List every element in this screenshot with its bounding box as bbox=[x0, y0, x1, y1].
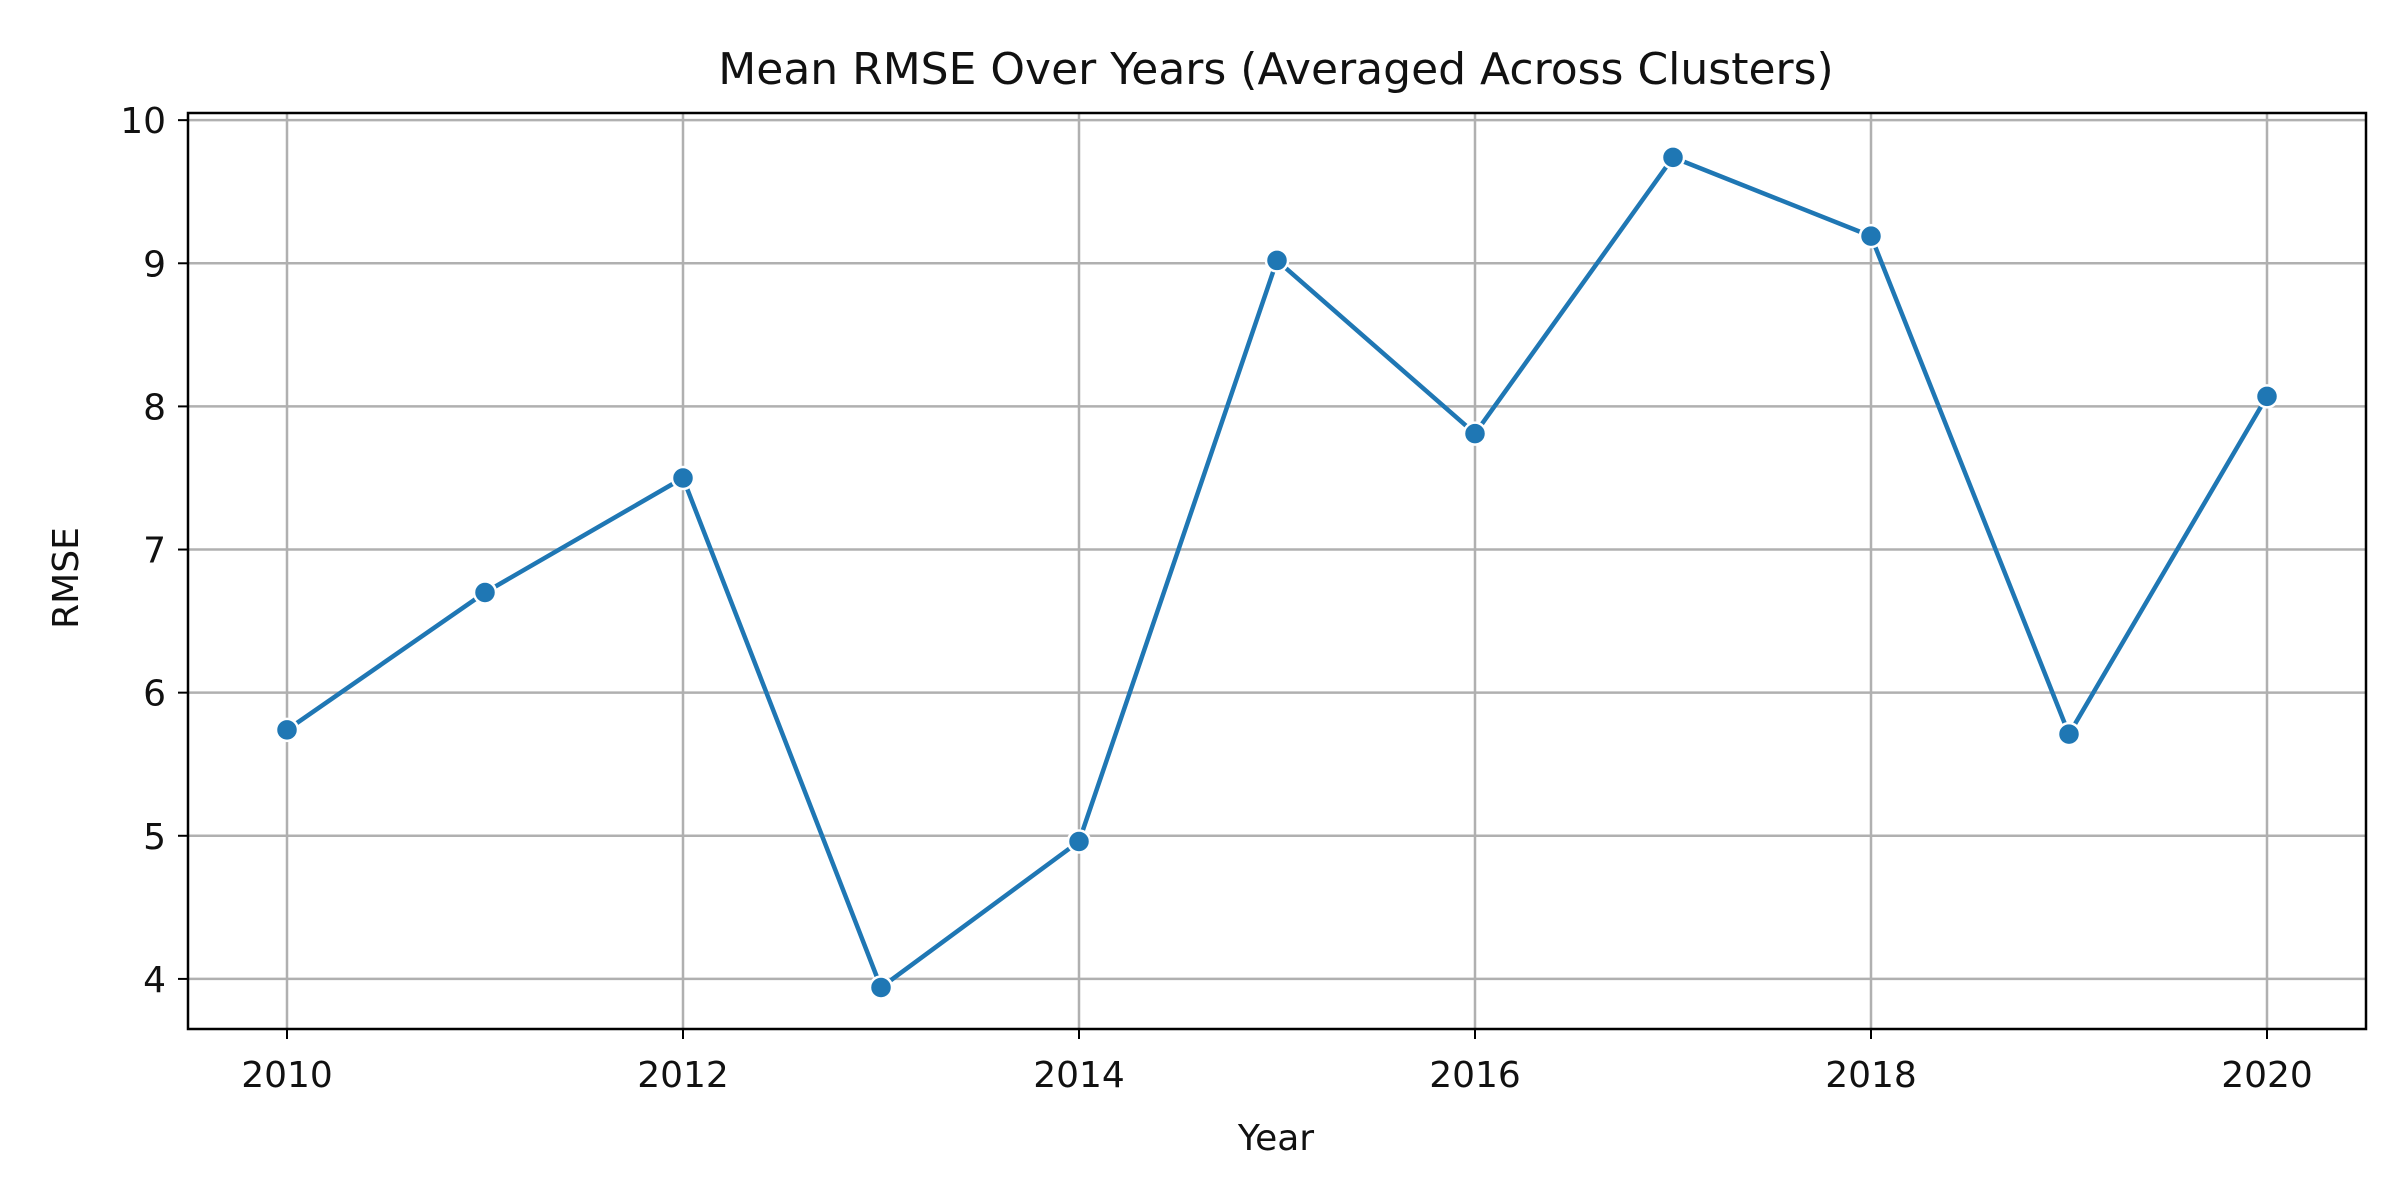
y-tick-label: 10 bbox=[120, 101, 166, 142]
data-point bbox=[1660, 145, 1686, 170]
y-tick-label: 5 bbox=[143, 817, 166, 858]
series-layer bbox=[274, 145, 2280, 1000]
data-point bbox=[2254, 384, 2280, 409]
y-tick-label: 8 bbox=[143, 387, 166, 428]
x-tick-label: 2020 bbox=[2221, 1055, 2313, 1096]
data-point bbox=[868, 975, 894, 1000]
y-tick-label: 4 bbox=[143, 960, 166, 1001]
x-tick-label: 2016 bbox=[1429, 1055, 1521, 1096]
y-axis-label: RMSE bbox=[46, 527, 87, 629]
data-point bbox=[2056, 721, 2082, 747]
y-tick-label: 7 bbox=[143, 531, 166, 572]
data-point bbox=[670, 465, 696, 491]
grid-layer bbox=[188, 113, 2366, 1029]
tick-layer: 2010 2012 2014 2016 2018 2020 4 5 6 7 8 9 10 bbox=[120, 101, 2313, 1096]
data-point bbox=[1462, 421, 1488, 446]
data-point bbox=[1858, 223, 1884, 249]
x-tick-label: 2014 bbox=[1033, 1055, 1125, 1096]
x-axis-label: Year bbox=[1237, 1118, 1314, 1159]
x-tick-label: 2018 bbox=[1825, 1055, 1917, 1096]
chart-title: Mean RMSE Over Years (Averaged Across Cl… bbox=[718, 44, 1833, 95]
data-point bbox=[274, 717, 300, 743]
data-point bbox=[1066, 829, 1092, 854]
x-tick-label: 2012 bbox=[637, 1055, 729, 1096]
plot-frame bbox=[186, 111, 2368, 1031]
x-tick-label: 2010 bbox=[241, 1055, 333, 1096]
data-point bbox=[1264, 248, 1290, 273]
y-tick-label: 9 bbox=[143, 244, 166, 285]
data-point bbox=[472, 580, 498, 605]
y-tick-label: 6 bbox=[143, 674, 166, 715]
